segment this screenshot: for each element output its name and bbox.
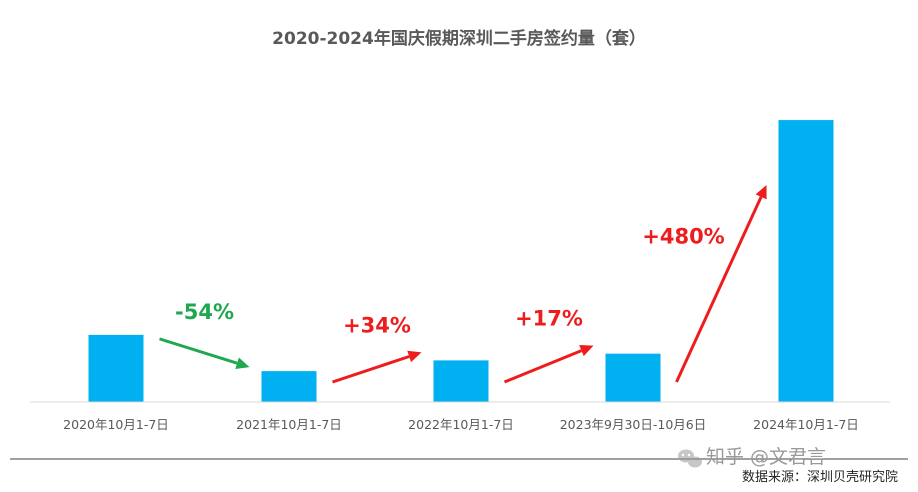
change-arrow (675, 185, 767, 383)
change-annotations: -54% +34% +17% +480% (159, 185, 767, 384)
bar-1 (88, 334, 144, 402)
bar-2 (261, 371, 317, 402)
watermark: 知乎 @文君言 (678, 446, 826, 468)
bar-3 (433, 360, 489, 402)
chart-title: 2020-2024年国庆假期深圳二手房签约量（套） (272, 28, 646, 49)
x-tick-labels: 2020年10月1-7日 2021年10月1-7日 2022年10月1-7日 2023… (63, 417, 859, 432)
wechat-icon (678, 449, 702, 468)
change-label: +480% (642, 225, 724, 249)
change-label: -54% (175, 300, 234, 324)
bar-4 (605, 353, 661, 402)
change-label: +34% (343, 313, 411, 337)
x-tick-label: 2020年10月1-7日 (63, 417, 169, 432)
watermark-text: 知乎 @文君言 (706, 446, 826, 468)
x-tick-label: 2021年10月1-7日 (236, 417, 342, 432)
x-tick-label: 2024年10月1-7日 (753, 417, 859, 432)
change-arrow (159, 337, 250, 369)
x-tick-label: 2022年10月1-7日 (408, 417, 514, 432)
x-tick-label: 2023年9月30日-10月6日 (560, 417, 707, 432)
source-note: 数据来源：深圳贝壳研究院 (742, 470, 898, 485)
change-arrow (332, 350, 422, 384)
bars-group (88, 120, 834, 402)
bar-5 (778, 120, 834, 402)
change-arrow (503, 345, 594, 384)
change-label: +17% (515, 307, 583, 331)
